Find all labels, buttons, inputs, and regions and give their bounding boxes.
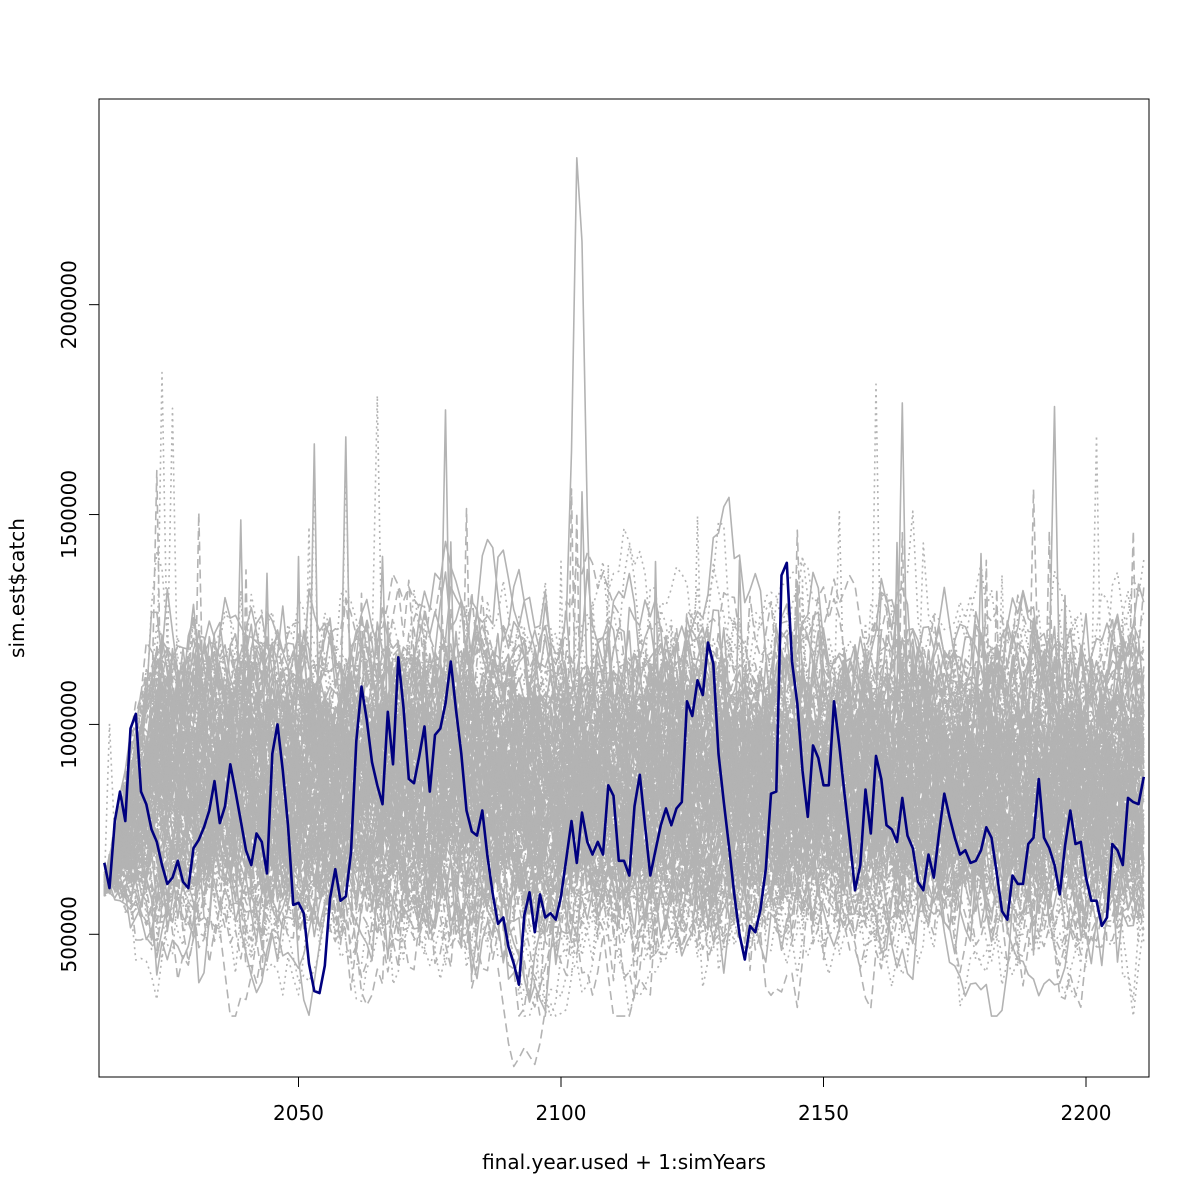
simulation-line	[103, 646, 1145, 919]
y-tick-label: 1500000	[57, 470, 81, 559]
simulation-line	[103, 635, 1145, 878]
y-tick-label: 1000000	[57, 680, 81, 769]
x-tick-label: 2050	[273, 1101, 324, 1125]
x-tick-label: 2150	[798, 1101, 849, 1125]
simulation-line	[103, 588, 1145, 894]
simulation-line	[103, 577, 1145, 881]
simulation-line	[103, 580, 1145, 962]
simulation-line	[104, 608, 1145, 885]
y-axis-title: sim.est$catch	[5, 518, 29, 658]
simulation-low-line	[497, 967, 547, 1068]
simulation-line	[103, 734, 1145, 1010]
y-axis: 500000 1000000 1500000 2000000	[57, 260, 100, 972]
simulation-line	[103, 594, 1145, 936]
simulation-line	[103, 589, 1145, 891]
series-line-sim-est-catch	[103, 561, 1146, 995]
highlight-series	[103, 561, 1146, 995]
simulation-line	[103, 544, 1145, 901]
simulation-line	[104, 697, 1145, 976]
y-tick-label: 2000000	[57, 260, 81, 349]
simulation-line	[103, 752, 1145, 940]
simulation-line	[103, 580, 1145, 938]
simulation-line	[103, 675, 1145, 1000]
y-tick-label: 500000	[57, 896, 81, 972]
simulation-line	[103, 560, 1145, 963]
simulation-line	[103, 668, 1145, 954]
simulation-lines	[103, 157, 1145, 1068]
x-axis-title: final.year.used + 1:simYears	[482, 1150, 766, 1174]
x-tick-label: 2100	[536, 1101, 587, 1125]
simulation-line	[103, 711, 1145, 991]
simulation-line	[103, 584, 1145, 957]
simulation-peak-line	[565, 157, 594, 683]
simulation-line	[103, 573, 1145, 891]
simulation-line	[103, 434, 1145, 894]
x-tick-label: 2200	[1061, 1101, 1112, 1125]
simulation-line	[103, 692, 1145, 963]
x-axis: 2050 2100 2150 2200	[273, 1076, 1112, 1125]
simulation-line	[103, 638, 1145, 922]
simulation-line	[103, 587, 1145, 884]
simulation-line	[103, 628, 1145, 926]
simulation-line	[103, 574, 1145, 883]
